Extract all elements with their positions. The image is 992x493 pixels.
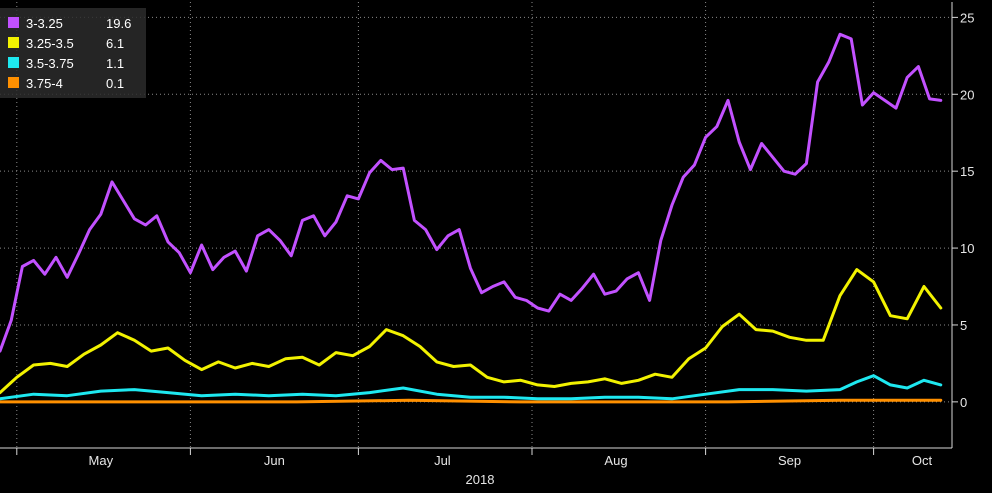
x-tick-label: Jun <box>264 453 285 468</box>
x-tick-label: Oct <box>912 453 933 468</box>
x-tick-label: Aug <box>604 453 627 468</box>
x-axis-label: 2018 <box>466 472 495 487</box>
series-line-3-75-4 <box>0 398 943 404</box>
series-line-3-5-3-75 <box>0 374 943 401</box>
legend-label: 3.5-3.75 <box>26 56 74 71</box>
legend-label: 3.25-3.5 <box>26 36 74 51</box>
legend: 3-3.25 19.6 3.25-3.5 6.1 3.5-3.75 1.1 3.75-4 0.… <box>0 8 146 98</box>
legend-value: 6.1 <box>106 36 124 51</box>
x-tick-label: May <box>89 453 114 468</box>
series-line-3-25-3-5 <box>0 268 943 395</box>
legend-swatch <box>8 57 19 68</box>
x-tick-label: Jul <box>434 453 451 468</box>
y-tick-label: 25 <box>960 10 974 25</box>
legend-swatch <box>8 17 19 28</box>
legend-swatch <box>8 37 19 48</box>
y-tick-label: 10 <box>960 241 974 256</box>
x-tick-label: Sep <box>778 453 801 468</box>
series-line-3-3-25 <box>0 32 943 353</box>
legend-value: 19.6 <box>106 16 131 31</box>
legend-label: 3.75-4 <box>26 76 63 91</box>
y-tick-label: 5 <box>960 318 967 333</box>
y-tick-label: 0 <box>960 395 967 410</box>
series-layer <box>0 32 943 404</box>
y-tick-label: 20 <box>960 87 974 102</box>
axes: 0 5 10 15 20 25 May Jun Jul Aug Sep Oct <box>0 2 974 468</box>
legend-value: 1.1 <box>106 56 124 71</box>
legend-swatch <box>8 77 19 88</box>
legend-label: 3-3.25 <box>26 16 63 31</box>
y-tick-label: 15 <box>960 164 974 179</box>
legend-box <box>0 8 146 98</box>
legend-value: 0.1 <box>106 76 124 91</box>
